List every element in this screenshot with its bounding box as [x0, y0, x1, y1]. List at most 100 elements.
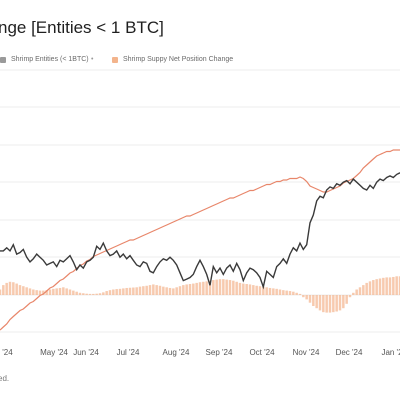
bar [2, 285, 5, 295]
bar [42, 290, 45, 295]
bar [168, 287, 172, 295]
bar [302, 295, 305, 298]
x-tick-label: Dec '24 [336, 348, 363, 357]
chart-footnote: ed. [0, 374, 10, 383]
bar [265, 287, 268, 295]
bar [368, 281, 372, 295]
bar [248, 284, 252, 295]
bar [12, 282, 15, 295]
bar [345, 295, 348, 304]
x-tick-label: Jun '24 [73, 348, 99, 357]
bar [372, 280, 375, 295]
bar [162, 286, 165, 295]
bar [228, 280, 232, 295]
bar [185, 284, 188, 295]
x-tick-label: Aug '24 [163, 348, 190, 357]
bar [135, 287, 138, 295]
x-tick-label: Oct '24 [249, 348, 275, 357]
bar [62, 287, 65, 295]
bar [165, 287, 168, 295]
bar [145, 285, 148, 295]
bar [38, 290, 42, 295]
bar [338, 295, 342, 311]
bar [398, 276, 400, 295]
x-tick-label: r '24 [0, 348, 13, 357]
bar [0, 289, 2, 295]
bar [112, 289, 115, 295]
bar [395, 276, 398, 295]
bar [378, 278, 382, 295]
bar [385, 277, 388, 295]
bar [132, 287, 135, 295]
bar [32, 289, 35, 295]
bar [315, 295, 318, 309]
bar [262, 286, 265, 295]
bar [222, 279, 225, 295]
bar [22, 286, 25, 295]
bar [82, 293, 85, 295]
bar [245, 284, 248, 295]
bar [198, 282, 202, 295]
bar [75, 291, 78, 295]
bar [48, 289, 52, 295]
bar [88, 293, 92, 295]
bar [115, 289, 118, 295]
bar [122, 288, 125, 295]
bar [98, 293, 102, 295]
bar [72, 290, 75, 295]
bar [172, 288, 175, 295]
legend-item-shrimp-supply[interactable]: Shrimp Suppy Net Position Change [112, 56, 233, 63]
bar [8, 281, 12, 295]
bar [348, 295, 352, 298]
bar [105, 291, 108, 295]
bar [58, 287, 62, 295]
bar [178, 286, 182, 295]
bar [225, 279, 228, 295]
bar [65, 288, 68, 295]
bar [255, 285, 258, 295]
x-tick-label: May '24 [40, 348, 68, 357]
bar [155, 285, 158, 295]
legend-item-shrimp-entities[interactable]: Shrimp Entities (< 1BTC) [0, 56, 89, 63]
bar [312, 295, 315, 306]
bar [45, 290, 48, 295]
bar [332, 295, 335, 313]
bar [208, 280, 212, 295]
bar [242, 283, 245, 295]
bar [392, 276, 395, 295]
bar [362, 285, 365, 295]
bar [128, 287, 132, 295]
bar [318, 295, 322, 311]
bar [85, 293, 88, 295]
bar [232, 280, 235, 295]
series-line-entities [0, 172, 400, 290]
bar [182, 285, 185, 295]
x-tick-label: Sep '24 [206, 348, 233, 357]
bar [15, 283, 18, 295]
bar [342, 295, 345, 309]
bar [328, 295, 332, 313]
bar [142, 286, 145, 295]
bar [352, 292, 355, 295]
bar [195, 282, 198, 295]
bar [275, 288, 278, 295]
bar [188, 284, 192, 295]
bar [382, 277, 385, 295]
bar [298, 293, 302, 295]
bar [152, 284, 155, 295]
legend-swatch-shrimp-supply [112, 56, 118, 63]
bar [52, 288, 55, 295]
bar [148, 285, 152, 295]
x-tick-label: Jan '2 [381, 348, 400, 357]
bar [35, 290, 38, 295]
bar [68, 289, 72, 295]
bar [268, 287, 272, 295]
bar [102, 292, 105, 295]
bar [55, 288, 58, 295]
legend-label-shrimp-supply: Shrimp Suppy Net Position Change [123, 56, 234, 63]
bar [288, 291, 292, 295]
bar [118, 288, 122, 295]
bar [388, 277, 392, 295]
